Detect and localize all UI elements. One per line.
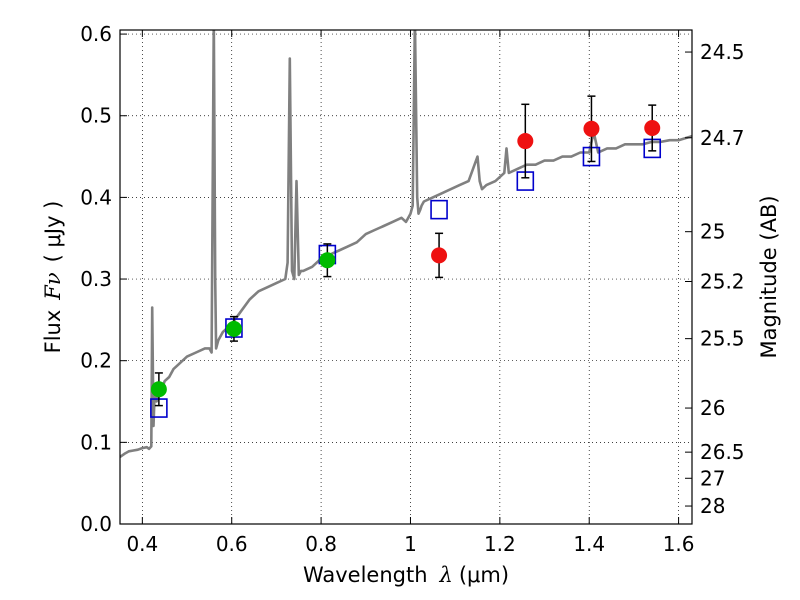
y2-tick-label: 27 (700, 466, 725, 490)
data-points-layer (150, 95, 662, 418)
y-axis-title-symbol: Fν (41, 272, 65, 301)
x-tick-label: 1.2 (484, 532, 516, 556)
y2-axis-title: Magnitude (AB) (757, 195, 781, 358)
axis-ticks (120, 30, 692, 525)
nir-photometry-point (644, 119, 661, 136)
x-tick-label: 0.6 (216, 532, 248, 556)
y-tick-label: 0.3 (80, 267, 112, 291)
model-spectrum-layer (120, 30, 692, 459)
nir-photometry-point (431, 247, 448, 264)
y2-tick-label: 25.5 (700, 327, 745, 351)
x-axis-title: Wavelength λ (μm) (303, 563, 509, 587)
optical-photometry-point (225, 320, 242, 337)
synthetic-photometry-square (430, 199, 448, 220)
nir-photometry-point (517, 133, 534, 150)
plot-frame (119, 29, 693, 525)
y-axis-title-prefix: Flux (41, 310, 65, 354)
y2-tick-label: 26.5 (700, 440, 745, 464)
y-tick-label: 0.2 (80, 349, 112, 373)
x-axis-title-symbol: λ (439, 563, 453, 587)
y-tick-label: 0.4 (80, 185, 112, 209)
x-tick-label: 0.8 (305, 532, 337, 556)
model-spectrum-line (120, 30, 692, 459)
x-tick-label: 1.4 (573, 532, 605, 556)
tick-labels: 0.4 0.6 0.8 1 1.2 1.4 1.6 0.0 0.1 0.2 0.3 0.4 0.5 0.6… (80, 22, 744, 556)
x-tick-label: 1.6 (663, 532, 695, 556)
optical-photometry-point (319, 252, 336, 269)
x-tick-label: 1 (404, 532, 417, 556)
grid (120, 30, 692, 525)
y-axis-title-unit: ( μJy ) (41, 201, 65, 263)
y2-tick-label: 24.5 (700, 40, 745, 64)
y2-tick-label: 28 (700, 494, 725, 518)
x-axis-title-unit: (μm) (459, 563, 509, 587)
y2-tick-label: 26 (700, 396, 725, 420)
x-axis-title-prefix: Wavelength (303, 563, 428, 587)
x-tick-label: 0.4 (126, 532, 158, 556)
y-tick-label: 0.6 (80, 22, 112, 46)
nir-photometry-point (583, 120, 600, 137)
y2-tick-label: 25 (700, 220, 725, 244)
y-axis-title: Flux Fν ( μJy ) (41, 201, 65, 354)
y-tick-label: 0.0 (80, 512, 112, 536)
y-tick-label: 0.5 (80, 104, 112, 128)
y-tick-label: 0.1 (80, 430, 112, 454)
y2-tick-label: 25.2 (700, 269, 745, 293)
optical-photometry-point (150, 381, 167, 398)
y2-tick-label: 24.7 (700, 126, 745, 150)
